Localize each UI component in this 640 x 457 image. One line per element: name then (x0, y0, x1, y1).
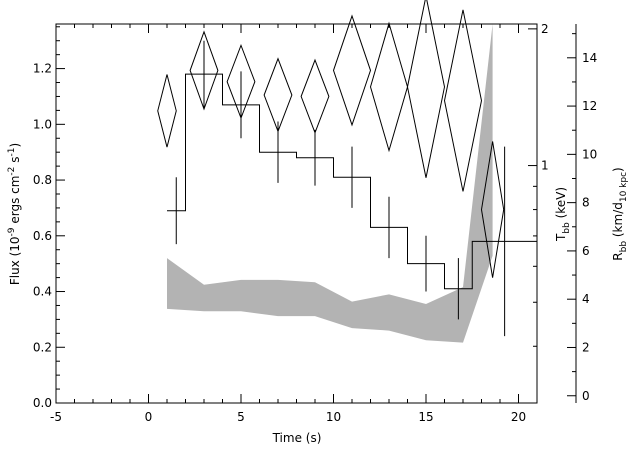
temperature-diamond (406, 0, 446, 178)
radius-band-layer (167, 24, 493, 343)
flux-tick-label: 1.0 (33, 117, 52, 131)
radius-tick-label: 8 (582, 196, 590, 210)
radius-tick-label: 14 (582, 51, 597, 65)
flux-tick-label: 0.6 (33, 229, 52, 243)
flux-tick-label: 0.2 (33, 340, 52, 354)
flux-tick-label: 1.2 (33, 62, 52, 76)
temperature-diamond (189, 30, 219, 111)
x-tick-label: 5 (237, 410, 245, 424)
plot-frame (55, 23, 538, 404)
x-tick-label: 20 (511, 410, 526, 424)
radius-tick-label: 4 (582, 292, 590, 306)
temperature-diamond (369, 21, 409, 153)
axis-layer: -5 0 5 10 15 200.00.20.40.60.81.01.2120246810… (33, 22, 597, 424)
radius-band (167, 24, 493, 343)
temperature-diamond (480, 141, 505, 278)
temperature-diamond (157, 74, 177, 148)
radius-tick-label: 6 (582, 244, 590, 258)
flux-histogram-layer (167, 40, 537, 337)
x-tick-label: 15 (418, 410, 433, 424)
x-axis-label: Time (s) (272, 431, 322, 445)
y-axis-label-temperature: Tbb (keV) (554, 187, 572, 242)
temperature-diamond (263, 57, 293, 133)
y-axis-label-flux: Flux (10-9 ergs cm-2 s-1) (7, 143, 22, 285)
temperature-diamond (226, 43, 256, 120)
flux-tick-label: 0.4 (33, 285, 52, 299)
temperature-diamond-layer (157, 0, 505, 278)
temperature-diamond (443, 9, 483, 192)
temperature-diamond (332, 14, 372, 127)
temperature-tick-label: 1 (541, 159, 549, 173)
radius-tick-label: 10 (582, 147, 597, 161)
temperature-diamond (300, 58, 330, 135)
flux-tick-label: 0.8 (33, 173, 52, 187)
temperature-tick-label: 2 (541, 22, 549, 36)
radius-tick-label: 2 (582, 340, 590, 354)
y-axis-label-radius: Rbb (km/d10 kpc) (611, 167, 629, 260)
x-tick-label: -5 (50, 410, 62, 424)
flux-histogram-line (167, 73, 537, 290)
x-tick-label: 10 (326, 410, 341, 424)
radius-tick-label: 12 (582, 99, 597, 113)
flux-tick-label: 0.0 (33, 396, 52, 410)
radius-tick-label: 0 (582, 389, 590, 403)
x-tick-label: 0 (145, 410, 153, 424)
